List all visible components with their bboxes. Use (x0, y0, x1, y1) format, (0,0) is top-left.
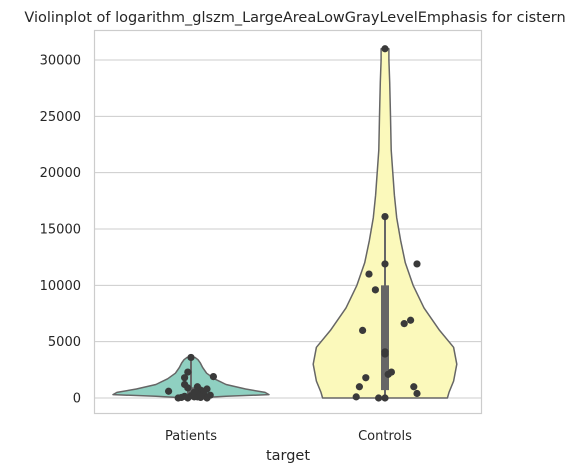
data-point (209, 372, 217, 381)
data-point (165, 387, 173, 395)
data-point (375, 394, 383, 402)
data-point (197, 392, 205, 400)
chart-title: Violinplot of logarithm_glszm_LargeAreaL… (24, 10, 565, 26)
y-tick-label: 5000 (48, 335, 81, 350)
data-point (190, 393, 198, 401)
y-tick-label: 15000 (40, 223, 81, 238)
data-point (384, 370, 392, 378)
y-tick-label: 20000 (40, 166, 81, 181)
x-tick-label: Patients (165, 429, 217, 444)
data-point (181, 380, 189, 389)
y-tick-label: 10000 (40, 279, 81, 294)
data-point (193, 383, 201, 391)
y-tick-label: 30000 (40, 54, 81, 69)
data-point (365, 270, 373, 278)
data-point (381, 260, 389, 268)
violin-box (381, 285, 389, 391)
data-point (381, 394, 389, 402)
data-point (371, 286, 379, 294)
x-axis-label: target (266, 448, 310, 464)
data-point (381, 350, 389, 358)
data-point (177, 393, 185, 402)
data-point (352, 393, 360, 401)
data-point (359, 326, 367, 334)
data-point (355, 383, 363, 391)
data-point (184, 368, 192, 376)
violins (112, 45, 458, 402)
y-tick-label: 0 (73, 392, 81, 407)
data-point (400, 320, 408, 328)
data-point (381, 45, 389, 53)
data-point (187, 353, 195, 362)
data-point (381, 213, 389, 221)
y-axis-ticks: 0 5000 10000 15000 20000 25000 30000 (40, 54, 81, 407)
data-point (181, 374, 189, 382)
data-point (206, 391, 214, 399)
x-tick-label: Controls (358, 429, 412, 444)
x-axis-ticks: Patients Controls (165, 429, 412, 444)
y-tick-label: 25000 (40, 110, 81, 125)
data-point (407, 316, 415, 324)
y-gridlines (95, 59, 481, 399)
data-point (413, 260, 421, 268)
plot-frame (93, 29, 483, 415)
data-point (362, 374, 370, 382)
data-point (413, 389, 421, 398)
data-point (410, 383, 418, 391)
data-point (184, 394, 192, 402)
